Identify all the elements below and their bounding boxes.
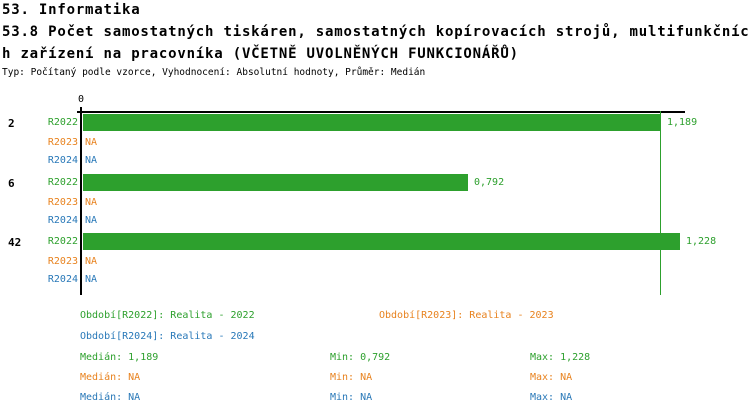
subtitle-line-1: 53.8 Počet samostatných tiskáren, samost… bbox=[2, 24, 750, 40]
bar-value-label: 1,189 bbox=[667, 117, 698, 128]
page-title: 53. Informatika bbox=[2, 2, 141, 18]
bar bbox=[83, 114, 661, 131]
na-label: NA bbox=[85, 274, 98, 285]
bar bbox=[83, 174, 468, 191]
stat-median-r2024: Medián: NA bbox=[80, 392, 141, 403]
series-label: R2022 bbox=[47, 236, 78, 247]
group-label: 42 bbox=[8, 236, 22, 249]
median-line bbox=[660, 111, 661, 295]
series-label: R2022 bbox=[47, 177, 78, 188]
stat-max-r2024: Max: NA bbox=[530, 392, 573, 403]
series-label: R2023 bbox=[47, 256, 78, 267]
legend-r2024: Období[R2024]: Realita - 2024 bbox=[80, 331, 255, 342]
x-axis-line bbox=[77, 111, 685, 113]
stat-max-r2023: Max: NA bbox=[530, 372, 573, 383]
na-label: NA bbox=[85, 256, 98, 267]
series-label: R2023 bbox=[47, 197, 78, 208]
group-label: 2 bbox=[8, 117, 15, 130]
stat-median-r2023: Medián: NA bbox=[80, 372, 141, 383]
y-axis-line bbox=[80, 107, 82, 295]
series-label: R2024 bbox=[47, 155, 78, 166]
na-label: NA bbox=[85, 215, 98, 226]
na-label: NA bbox=[85, 137, 98, 148]
legend-r2023: Období[R2023]: Realita - 2023 bbox=[379, 310, 554, 321]
bar bbox=[83, 233, 680, 250]
legend-r2022: Období[R2022]: Realita - 2022 bbox=[80, 310, 255, 321]
subtitle-line-2: h zařízení na pracovníka (VČETNĚ UVOLNĚN… bbox=[2, 46, 519, 62]
bar-value-label: 1,228 bbox=[686, 236, 717, 247]
series-label: R2024 bbox=[47, 274, 78, 285]
stat-min-r2023: Min: NA bbox=[330, 372, 373, 383]
na-label: NA bbox=[85, 197, 98, 208]
meta-line: Typ: Počítaný podle vzorce, Vyhodnocení:… bbox=[2, 67, 426, 78]
zero-tick-label: 0 bbox=[77, 94, 85, 105]
na-label: NA bbox=[85, 155, 98, 166]
stat-min-r2022: Min: 0,792 bbox=[330, 352, 391, 363]
bar-value-label: 0,792 bbox=[474, 177, 505, 188]
series-label: R2023 bbox=[47, 137, 78, 148]
stat-max-r2022: Max: 1,228 bbox=[530, 352, 591, 363]
series-label: R2024 bbox=[47, 215, 78, 226]
series-label: R2022 bbox=[47, 117, 78, 128]
group-label: 6 bbox=[8, 177, 15, 190]
stat-min-r2024: Min: NA bbox=[330, 392, 373, 403]
stat-median-r2022: Medián: 1,189 bbox=[80, 352, 159, 363]
